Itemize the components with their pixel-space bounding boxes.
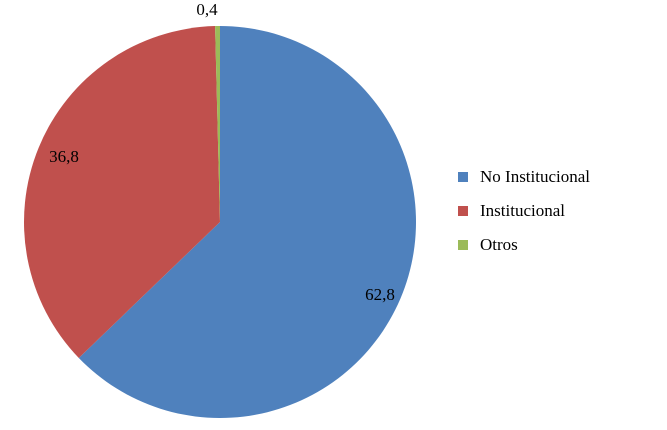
legend-label: Institucional: [480, 201, 565, 220]
legend-label: No Institucional: [480, 167, 591, 186]
legend-item-institucional: Institucional: [458, 194, 590, 228]
legend-swatch: [458, 206, 468, 216]
data-label-institucional: 36,8: [49, 147, 79, 166]
legend-label: Otros: [480, 235, 518, 254]
data-label-no-institucional: 62,8: [365, 285, 395, 304]
legend-swatch: [458, 172, 468, 182]
pie-slice-otros: [215, 26, 220, 222]
pie-slice-no-institucional: [78, 26, 416, 418]
legend: No Institucional Institucional Otros: [458, 160, 590, 262]
legend-item-otros: Otros: [458, 228, 590, 262]
pie-slice-institucional: [23, 26, 220, 358]
legend-swatch: [458, 240, 468, 250]
data-label-otros: 0,4: [196, 0, 218, 19]
legend-item-no-institucional: No Institucional: [458, 160, 590, 194]
